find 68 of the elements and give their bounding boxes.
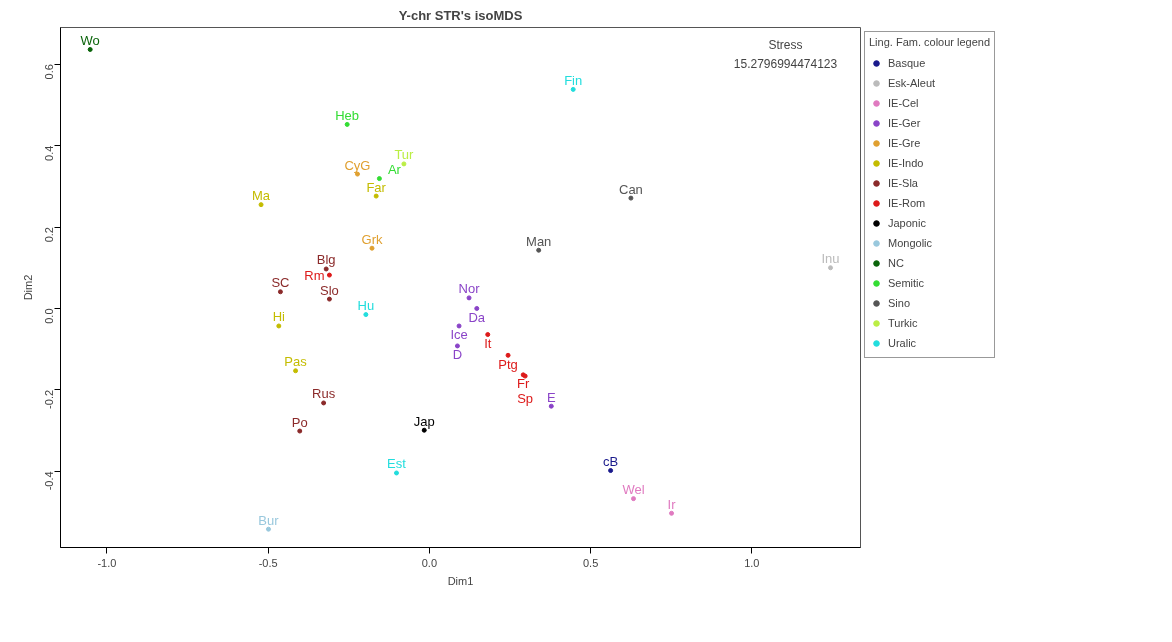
data-label: D xyxy=(452,347,463,363)
data-label: Ice xyxy=(450,327,468,343)
data-label: Grk xyxy=(361,231,383,247)
x-tick-label: 1.0 xyxy=(744,556,760,569)
data-label: Ptg xyxy=(498,356,518,372)
data-label: Heb xyxy=(335,107,360,123)
y-tick-label: -0.4 xyxy=(43,471,56,491)
legend-label: IE-Cel xyxy=(888,97,919,109)
y-tick-label: 0.6 xyxy=(43,64,56,80)
data-label: Rus xyxy=(312,386,336,402)
legend-label: NC xyxy=(888,257,905,269)
legend-label: IE-Ger xyxy=(888,117,921,129)
data-label: Sp xyxy=(517,390,534,406)
data-label: Jap xyxy=(413,413,435,429)
y-axis-title: Dim2 xyxy=(21,274,34,301)
data-label: Da xyxy=(468,309,486,325)
legend-label: IE-Rom xyxy=(888,197,926,209)
y-tick-label: 0.2 xyxy=(43,227,56,243)
data-label: Fin xyxy=(564,72,583,88)
x-axis-title: Dim1 xyxy=(447,574,474,587)
legend-label: Basque xyxy=(888,57,926,69)
data-label: Ma xyxy=(252,188,271,204)
data-label: Tur xyxy=(394,147,415,163)
data-label: Ar xyxy=(387,162,402,178)
data-label: Can xyxy=(618,181,643,197)
y-tick-label: -0.2 xyxy=(43,389,56,409)
data-label: Rm xyxy=(304,267,325,283)
legend-title: Ling. Fam. colour legend xyxy=(869,36,991,48)
data-label: Bur xyxy=(258,512,280,528)
data-label: Fr xyxy=(517,376,531,392)
data-label: Hu xyxy=(357,298,375,314)
data-label: CyG xyxy=(344,157,371,173)
legend-label: IE-Gre xyxy=(888,137,921,149)
data-label: Nor xyxy=(458,281,481,297)
legend-label: IE-Sla xyxy=(888,177,918,189)
data-label: Inu xyxy=(821,251,840,267)
y-tick-label: 0.0 xyxy=(43,308,56,324)
legend-label: IE-Indo xyxy=(888,157,924,169)
legend-label: Japonic xyxy=(888,217,926,229)
data-label: E xyxy=(546,389,556,405)
data-label: It xyxy=(484,336,492,352)
data-label: Est xyxy=(387,456,407,472)
data-label: Wel xyxy=(622,482,645,498)
x-tick-label: -1.0 xyxy=(97,556,117,569)
legend-label: Uralic xyxy=(888,337,917,349)
annotation: Stress xyxy=(768,37,803,52)
legend-label: Turkic xyxy=(888,317,918,329)
x-tick-label: -0.5 xyxy=(258,556,278,569)
data-label: Wo xyxy=(80,32,100,48)
data-label: Ir xyxy=(667,496,677,512)
data-label: Po xyxy=(291,414,308,430)
legend-label: Sino xyxy=(888,297,911,309)
data-label: Man xyxy=(526,233,552,249)
legend-label: Semitic xyxy=(888,277,925,289)
data-label: cB xyxy=(603,454,619,470)
legend-label: Mongolic xyxy=(888,237,933,249)
data-label: Pas xyxy=(284,354,308,370)
data-label: Far xyxy=(366,179,387,195)
data-label: Slo xyxy=(320,282,339,298)
x-tick-label: 0.5 xyxy=(582,556,599,569)
annotation: 15.2796994474123 xyxy=(733,56,838,71)
x-tick-label: 0.0 xyxy=(421,556,438,569)
y-tick-label: 0.4 xyxy=(43,145,56,161)
data-label: Blg xyxy=(316,252,336,268)
data-label: Hi xyxy=(272,309,286,325)
chart-title: Y-chr STR's isoMDS xyxy=(398,7,523,23)
legend-label: Esk-Aleut xyxy=(888,77,936,89)
data-label: SC xyxy=(271,275,290,291)
